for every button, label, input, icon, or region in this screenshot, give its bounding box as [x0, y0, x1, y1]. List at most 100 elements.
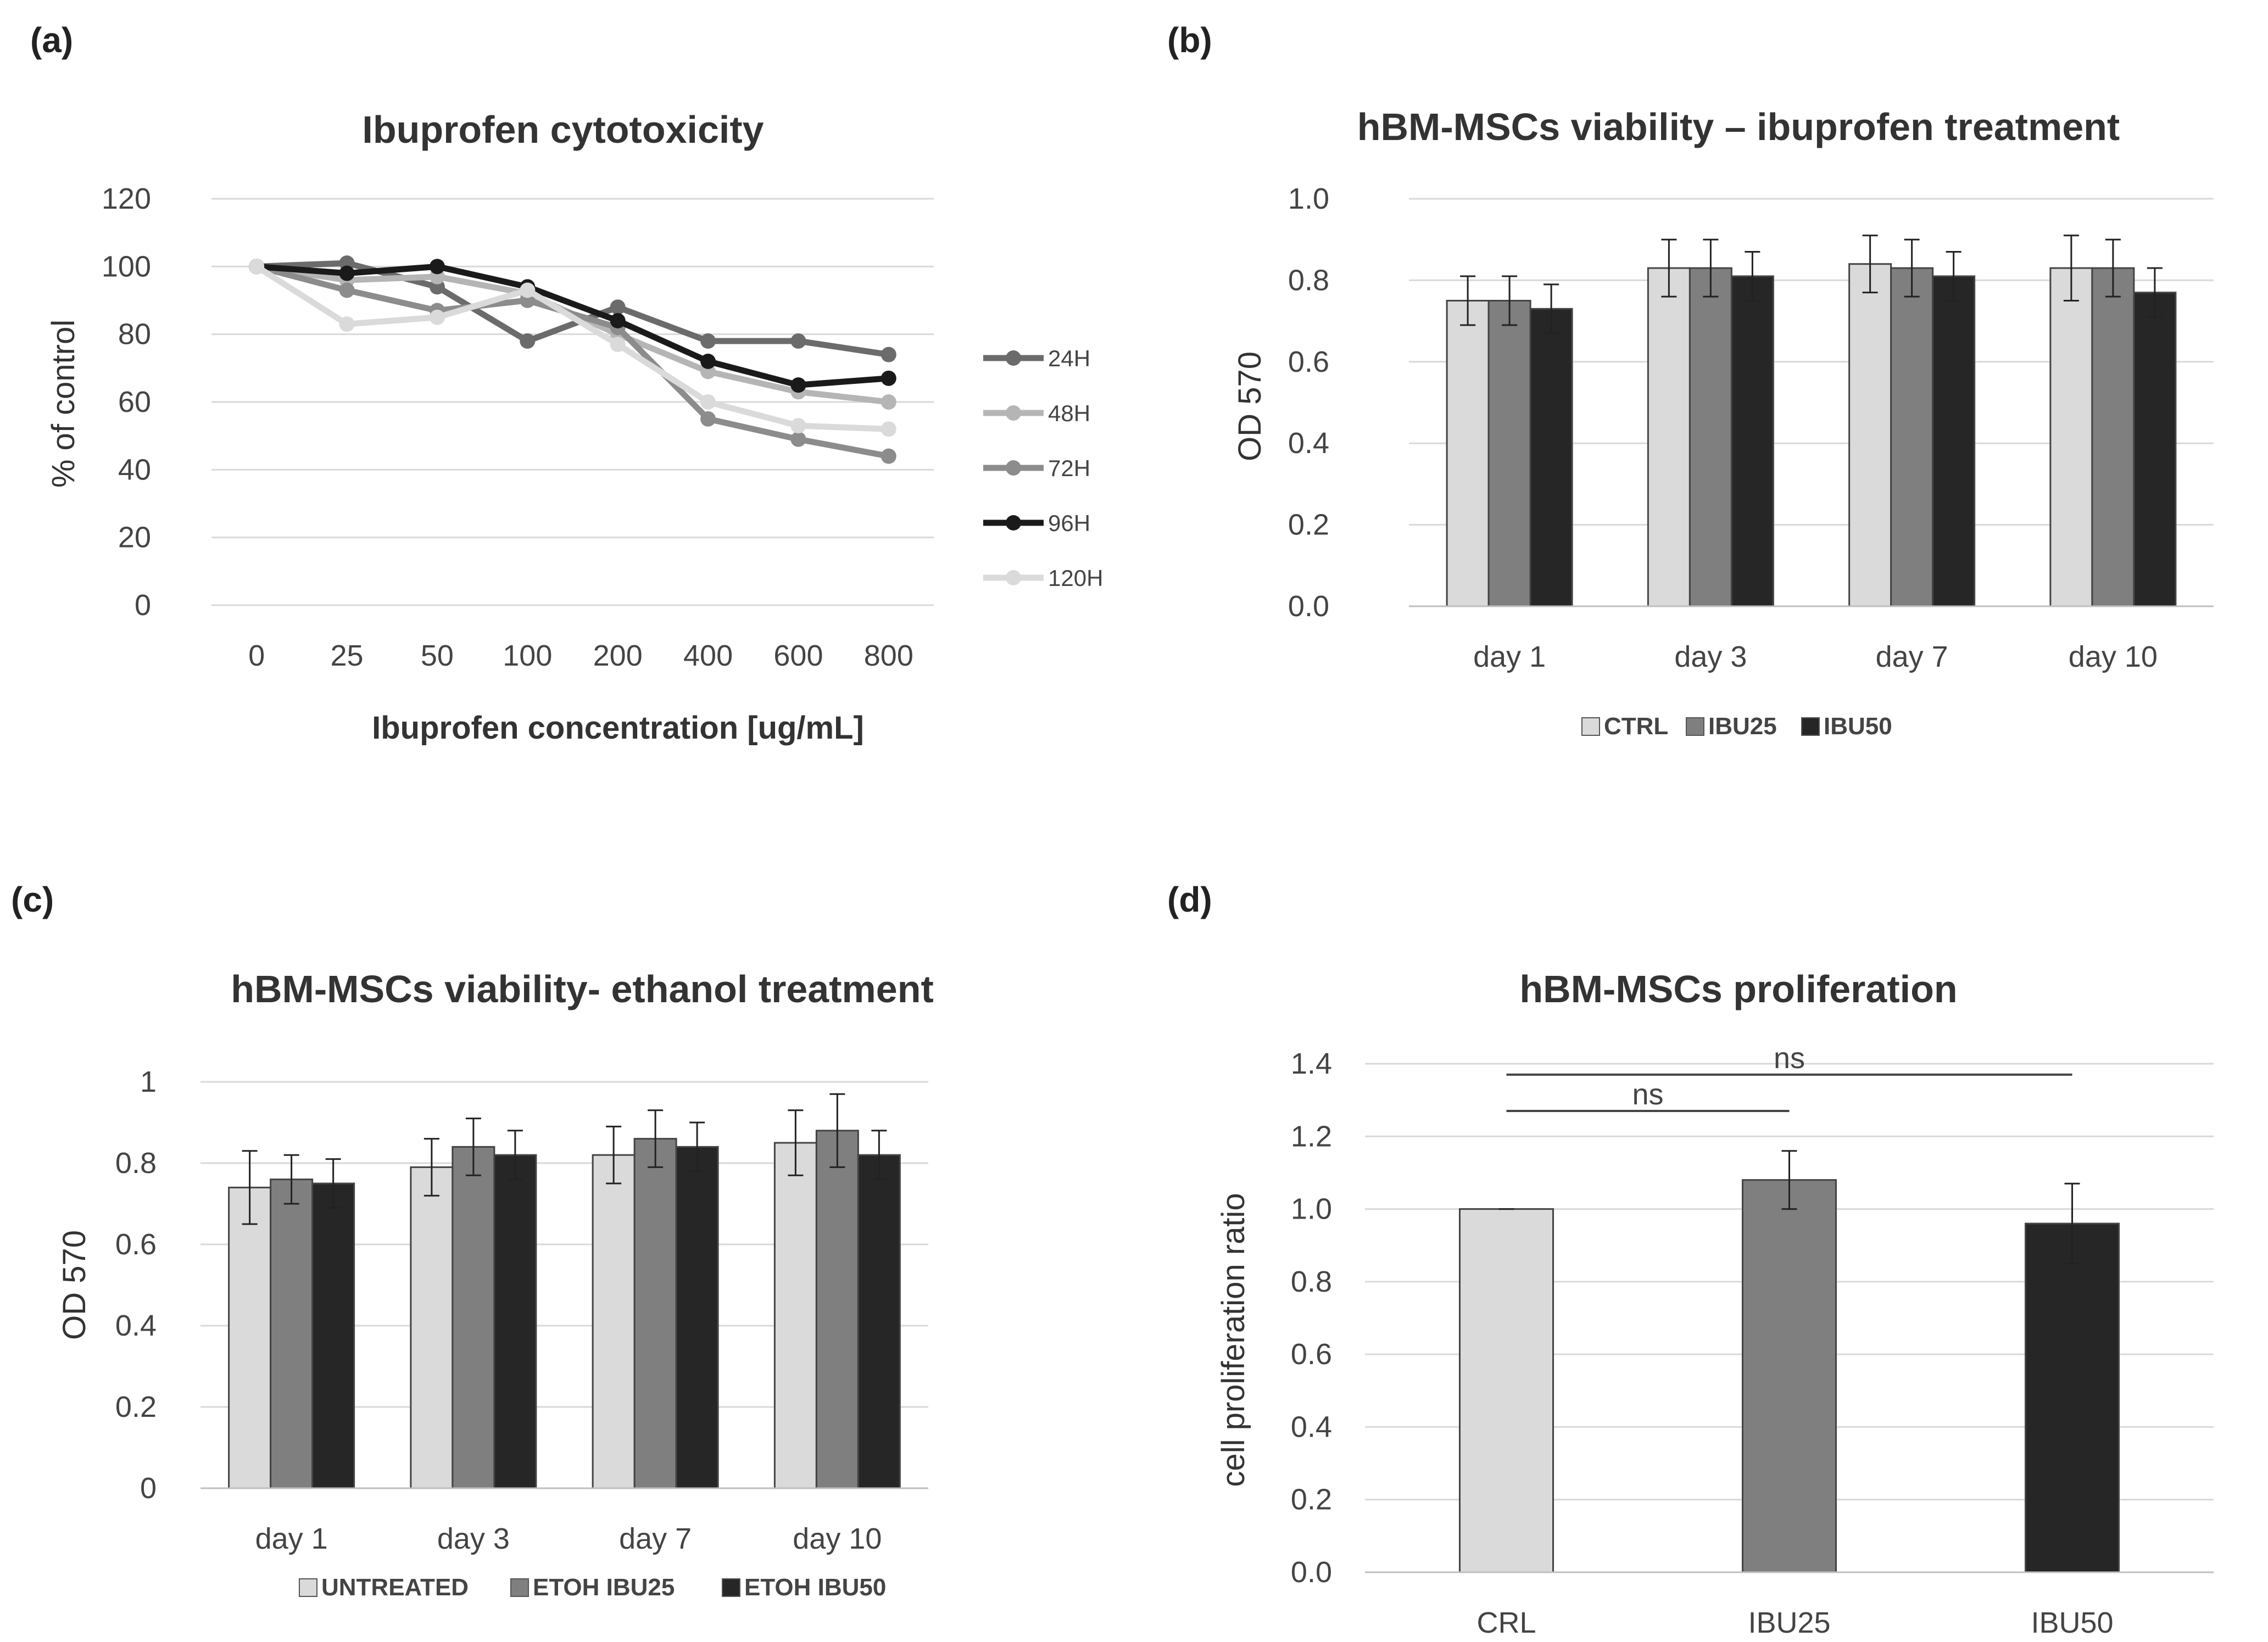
bar-IBU50 — [1932, 275, 1976, 607]
bar-UNTREATED — [410, 1166, 454, 1489]
y-tick-label: 0.8 — [115, 1147, 157, 1180]
legend-swatch-IBU25 — [1686, 717, 1704, 736]
bar-IBU25 — [1689, 267, 1732, 607]
data-point-24H — [610, 299, 626, 315]
bar-ETOH IBU50 — [857, 1154, 901, 1489]
bar-UNTREATED — [773, 1142, 817, 1489]
bar-ETOH IBU25 — [815, 1130, 859, 1489]
data-point-120H — [790, 418, 806, 434]
bar-ETOH IBU25 — [633, 1138, 677, 1489]
y-tick-label: 1.4 — [1291, 1047, 1332, 1080]
bar-IBU25 — [2091, 267, 2135, 607]
x-tick-label: day 7 — [619, 1522, 692, 1555]
data-point-24H — [881, 347, 896, 362]
bar-IBU50 — [2133, 292, 2177, 607]
chart-a-title: Ibuprofen cytotoxicity — [362, 108, 764, 151]
y-tick-label: 0.4 — [115, 1309, 157, 1342]
bar-CRL — [1459, 1208, 1554, 1573]
chart-a-ylabel: % of control — [46, 320, 81, 488]
bar-ETOH IBU25 — [270, 1179, 314, 1489]
significance-label: ns — [1632, 1078, 1663, 1111]
legend-swatch-ETOH IBU25 — [510, 1578, 529, 1597]
data-point-24H — [520, 333, 536, 349]
chart-b-title: hBM-MSCs viability – ibuprofen treatment — [1357, 105, 2120, 148]
bar-ETOH IBU25 — [452, 1146, 495, 1489]
chart-a-xlabel: Ibuprofen concentration [ug/mL] — [372, 710, 864, 746]
x-tick-label: day 3 — [437, 1522, 510, 1555]
chart-c-plot: 0 0.2 0.4 0.6 0.8 1 day 1 day 3 day 7 day 10 UNTRE… — [115, 1065, 928, 1601]
x-tick-label: day 3 — [1674, 640, 1747, 673]
legend-marker-96H — [1006, 515, 1021, 530]
x-tick-label: 25 — [331, 639, 364, 672]
bar-UNTREATED — [228, 1186, 272, 1489]
x-tick-label: 400 — [683, 639, 733, 672]
x-tick-label: 50 — [421, 639, 454, 672]
legend-label: 24H — [1048, 345, 1090, 371]
bar-CTRL — [1446, 300, 1490, 607]
x-tick-label: 800 — [864, 639, 913, 672]
series-line-120H — [255, 264, 889, 432]
legend-swatch-ETOH IBU50 — [722, 1578, 740, 1597]
data-point-96H — [339, 265, 355, 281]
y-tick-label: 1.0 — [1288, 182, 1329, 215]
data-point-96H — [881, 370, 896, 386]
legend-marker-24H — [1006, 350, 1021, 366]
bar-IBU25 — [1742, 1179, 1837, 1573]
y-tick-label: 40 — [118, 453, 151, 486]
x-tick-label: day 10 — [2069, 640, 2158, 673]
data-point-120H — [700, 394, 716, 410]
data-point-120H — [339, 316, 355, 332]
significance-label: ns — [1774, 1042, 1805, 1075]
chart-c-title: hBM-MSCs viability- ethanol treatment — [231, 968, 934, 1010]
data-point-48H — [881, 394, 896, 410]
legend-label: CTRL — [1604, 713, 1668, 740]
panel-label-b: (b) — [1167, 20, 1212, 60]
data-point-72H — [339, 282, 355, 298]
y-tick-label: 0.6 — [1288, 345, 1329, 378]
y-tick-label: 100 — [102, 250, 151, 283]
data-point-120H — [429, 309, 445, 325]
chart-d-ylabel: cell proliferation ratio — [1216, 1193, 1251, 1487]
y-tick-label: 80 — [118, 318, 151, 351]
y-tick-label: 1 — [140, 1065, 157, 1098]
data-point-120H — [610, 337, 626, 353]
legend-swatch-UNTREATED — [299, 1578, 317, 1597]
chart-d-title: hBM-MSCs proliferation — [1519, 968, 1957, 1010]
y-tick-label: 0.4 — [1288, 427, 1329, 460]
bar-IBU25 — [1890, 267, 1934, 607]
chart-c-ylabel: OD 570 — [57, 1230, 92, 1340]
x-tick-label: day 1 — [1473, 640, 1546, 673]
data-point-24H — [790, 333, 806, 349]
bar-IBU50 — [1529, 308, 1573, 607]
bar-IBU50 — [1730, 275, 1774, 607]
y-tick-label: 0.8 — [1291, 1265, 1332, 1298]
y-tick-label: 60 — [118, 386, 151, 418]
y-tick-label: 0 — [135, 589, 151, 622]
y-tick-label: 0 — [140, 1472, 157, 1505]
chart-b-ylabel: OD 570 — [1232, 351, 1268, 461]
chart-b-plot: 0.0 0.2 0.4 0.6 0.8 1.0 day 1 day 3 day 7 day 10 C… — [1288, 182, 2214, 740]
bar-ETOH IBU50 — [675, 1146, 719, 1489]
legend-label: IBU50 — [1824, 713, 1892, 740]
bar-UNTREATED — [592, 1154, 636, 1489]
legend-label: 48H — [1048, 400, 1090, 426]
legend-label: ETOH IBU25 — [533, 1574, 675, 1601]
legend-marker-120H — [1006, 570, 1021, 585]
data-point-120H — [881, 421, 896, 437]
panel-label-a: (a) — [30, 20, 73, 60]
y-tick-label: 0.8 — [1288, 264, 1329, 297]
y-tick-label: 120 — [102, 182, 151, 215]
series-line-24H — [256, 260, 889, 358]
bar-IBU50 — [2025, 1222, 2120, 1573]
bar-CTRL — [1647, 267, 1691, 607]
legend-label: ETOH IBU50 — [744, 1574, 886, 1601]
bar-ETOH IBU50 — [493, 1154, 537, 1489]
chart-a-plot: 0 20 40 60 80 100 120 0 25 50 100 200 400 600 800 24H 48… — [102, 182, 1104, 672]
chart-d-plot: 0.0 0.2 0.4 0.6 0.8 1.0 1.2 1.4 CRL IBU25 IBU50 ns n… — [1291, 1042, 2214, 1639]
y-tick-label: 0.4 — [1291, 1410, 1332, 1443]
legend-label: IBU25 — [1708, 713, 1777, 740]
bar-IBU25 — [1487, 300, 1531, 607]
legend-marker-48H — [1006, 405, 1021, 421]
bar-CTRL — [2049, 267, 2093, 607]
legend-label: UNTREATED — [321, 1574, 469, 1601]
